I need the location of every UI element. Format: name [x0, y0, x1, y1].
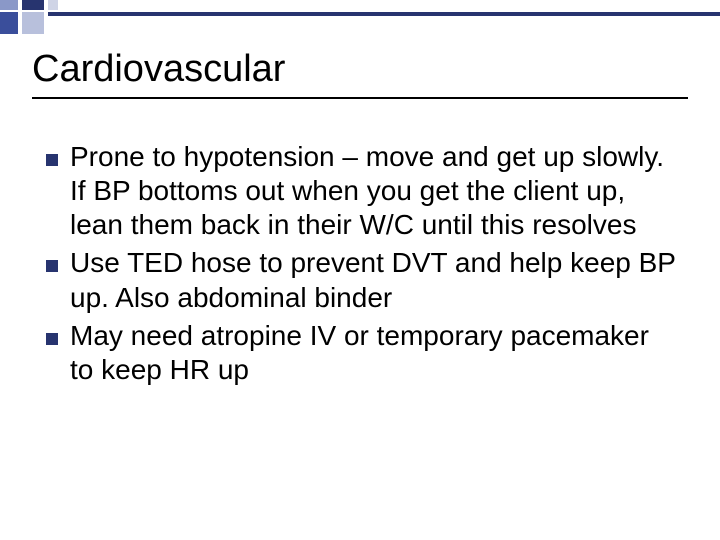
body-block: Prone to hypotension – move and get up s… — [46, 140, 680, 391]
list-item: Prone to hypotension – move and get up s… — [46, 140, 680, 242]
bullet-square-icon — [46, 333, 58, 345]
title-underline — [32, 97, 688, 99]
list-item: Use TED hose to prevent DVT and help kee… — [46, 246, 680, 314]
bullet-text: Prone to hypotension – move and get up s… — [70, 140, 680, 242]
bullet-square-icon — [46, 260, 58, 272]
deco-bar — [22, 0, 44, 10]
bullet-text: Use TED hose to prevent DVT and help kee… — [70, 246, 680, 314]
deco-bar — [48, 0, 58, 10]
deco-bar — [22, 12, 44, 34]
deco-bar — [0, 12, 18, 34]
list-item: May need atropine IV or temporary pacema… — [46, 319, 680, 387]
slide-title: Cardiovascular — [32, 48, 688, 91]
bullet-text: May need atropine IV or temporary pacema… — [70, 319, 680, 387]
deco-bar — [48, 12, 720, 16]
title-block: Cardiovascular — [32, 48, 688, 99]
slide: Cardiovascular Prone to hypotension – mo… — [0, 0, 720, 540]
bullet-square-icon — [46, 154, 58, 166]
deco-bar — [0, 0, 18, 10]
bullet-list: Prone to hypotension – move and get up s… — [46, 140, 680, 387]
corner-decoration — [0, 0, 720, 34]
